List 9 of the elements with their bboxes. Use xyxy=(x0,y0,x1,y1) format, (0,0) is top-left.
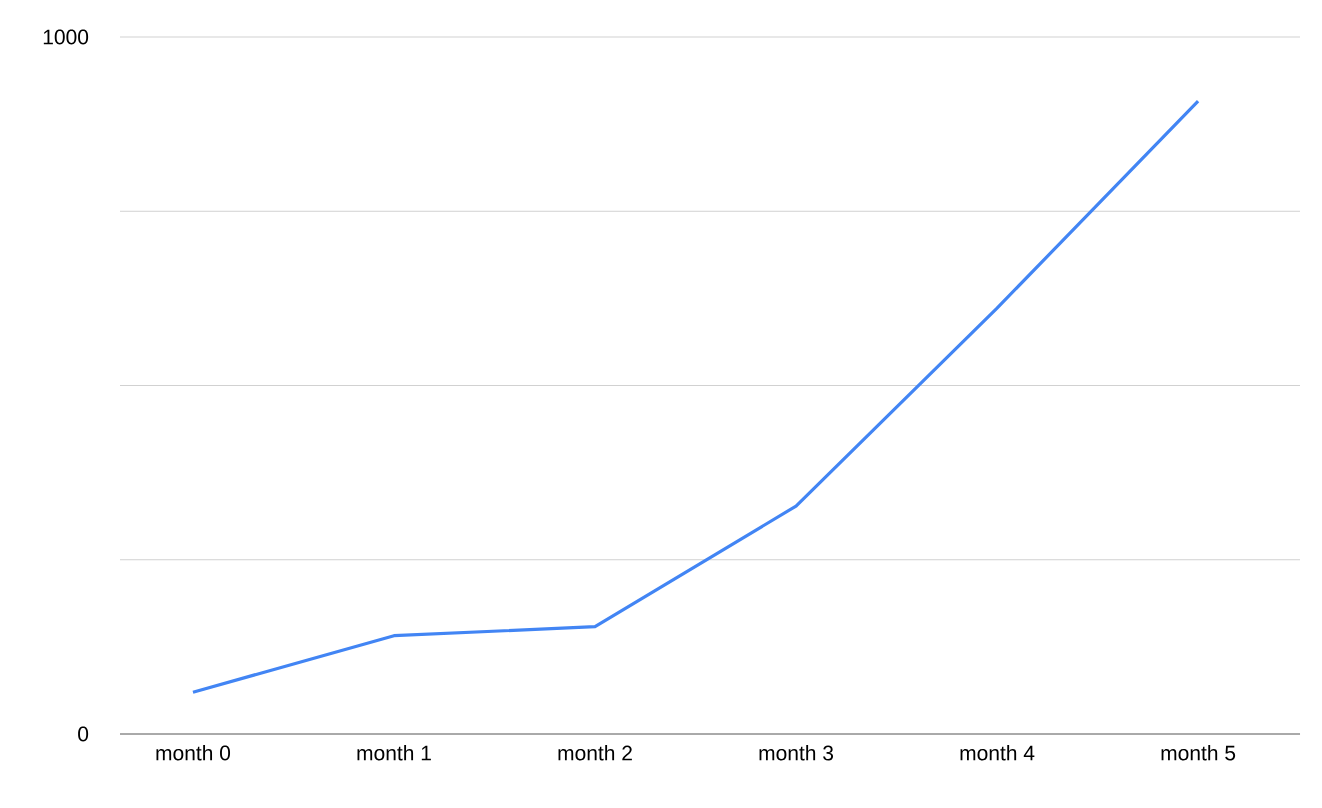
y-tick-label: 0 xyxy=(78,726,89,742)
x-tick-label: month 5 xyxy=(1161,745,1236,761)
x-tick-label: month 1 xyxy=(357,745,431,761)
y-tick-label: 1000 xyxy=(43,29,89,45)
x-tick-label: month 4 xyxy=(960,745,1035,761)
line-series xyxy=(191,99,1200,694)
x-tick-label: month 0 xyxy=(156,745,231,761)
x-tick-label: month 2 xyxy=(558,745,632,761)
x-tick-label: month 3 xyxy=(759,745,834,761)
